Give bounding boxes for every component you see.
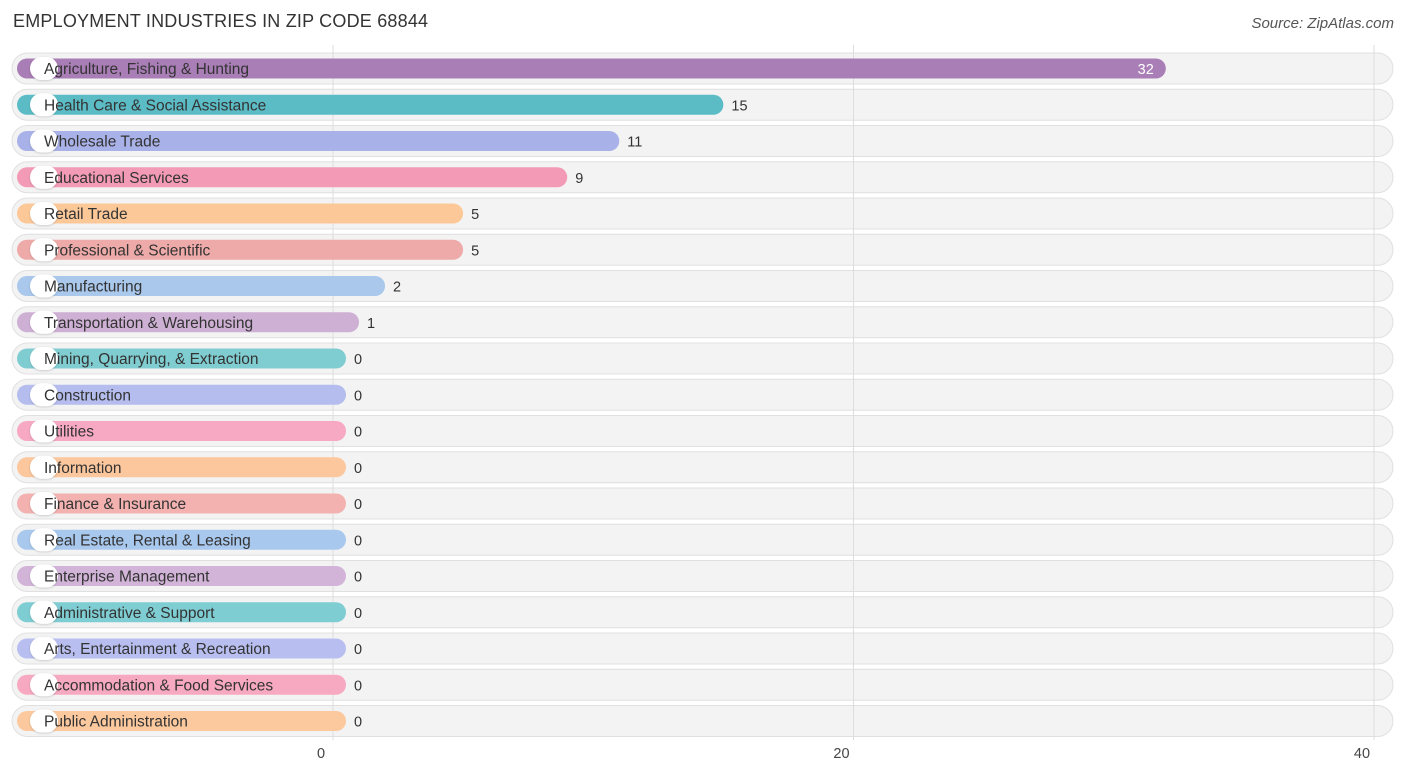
row-background [11,668,1394,701]
category-label-pill [30,637,58,660]
category-label: Professional & Scientific [44,242,211,259]
value-label: 15 [731,98,747,114]
value-label: 32 [1138,62,1154,78]
bar [17,203,464,224]
value-label: 0 [354,606,362,622]
value-label: 0 [354,570,362,586]
value-label: 9 [575,171,583,187]
bar [17,421,346,441]
category-label-pill [30,57,58,80]
chart-source: Source: ZipAtlas.com [1251,15,1394,32]
value-label: 2 [393,280,401,296]
category-label-pill [30,347,58,370]
bar [17,131,620,151]
bar [17,167,568,188]
row-background [11,560,1394,592]
category-label: Administrative & Support [44,605,215,622]
category-label: Mining, Quarrying, & Extraction [44,351,259,368]
row-background [11,342,1394,375]
bar [17,566,346,586]
bar [17,493,346,514]
row-background [11,632,1394,665]
value-label: 5 [471,243,479,259]
category-label: Finance & Insurance [44,496,186,513]
value-label: 0 [354,425,362,441]
row-background [11,378,1394,411]
value-label: 0 [354,533,362,549]
category-label-pill [30,528,58,552]
category-label: Wholesale Trade [44,134,160,151]
value-label: 0 [354,352,362,368]
category-label: Arts, Entertainment & Recreation [44,641,271,658]
bar [17,58,1166,79]
row-background [11,523,1394,556]
bars: Agriculture, Fishing & Hunting 32 Health C… [17,57,1166,733]
bar [17,711,346,731]
value-label: 0 [354,642,362,658]
bar [17,94,724,115]
category-label: Construction [44,387,131,404]
category-label-pill [30,129,58,153]
category-label-pill [30,93,58,117]
category-label: Transportation & Warehousing [44,315,253,332]
category-label: Utilities [44,424,94,441]
value-label: 5 [471,207,479,223]
category-label-pill [30,492,58,515]
bar [17,529,346,550]
x-axis: 0 20 40 [317,746,1370,762]
category-label: Public Administration [44,714,188,731]
category-label-pill [30,202,58,225]
category-label-pill [30,238,58,262]
value-label: 0 [354,715,362,731]
category-label-pill [30,383,58,407]
category-label-pill [30,673,58,697]
category-label-pill [30,165,58,189]
chart-title: EMPLOYMENT INDUSTRIES IN ZIP CODE 68844 [13,11,429,31]
tick-label: 20 [833,746,849,762]
category-label: Agriculture, Fishing & Hunting [44,61,249,78]
category-label-pill [30,455,58,479]
category-label: Health Care & Social Assistance [44,97,266,114]
row-background [11,705,1394,737]
category-label: Educational Services [44,170,189,187]
value-label: 0 [354,497,362,513]
bar [17,312,360,333]
bar [17,457,346,478]
bar [17,602,346,623]
category-label: Accommodation & Food Services [44,677,273,694]
row-background [11,596,1394,629]
bar [17,239,464,260]
bar [17,674,346,695]
category-label: Retail Trade [44,206,128,223]
row-background [11,306,1394,339]
tick-label: 0 [317,746,325,762]
category-label-pill [30,600,58,624]
value-label: 0 [354,388,362,404]
value-label: 0 [354,678,362,694]
value-label: 0 [354,461,362,477]
row-background [11,487,1394,520]
row-background [11,415,1394,447]
category-label: Real Estate, Rental & Leasing [44,532,251,549]
tick-label: 40 [1354,746,1370,762]
category-label-pill [30,564,58,588]
category-label: Enterprise Management [44,569,210,586]
bar [17,384,346,405]
bar [17,348,346,369]
category-label: Manufacturing [44,279,142,296]
category-label-pill [30,709,58,733]
category-label-pill [30,419,58,443]
value-label: 11 [627,135,642,151]
row-background [11,451,1394,484]
category-label-pill [30,274,58,298]
category-label-pill [30,310,58,334]
category-label: Information [44,460,122,477]
bar [17,638,346,659]
bar [17,276,386,296]
value-label: 1 [367,316,375,332]
